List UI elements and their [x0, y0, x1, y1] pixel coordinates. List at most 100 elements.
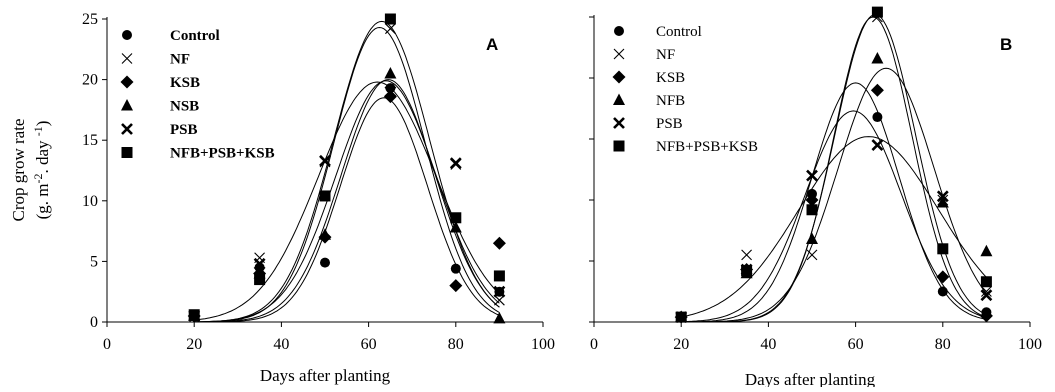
y-tick-label: 5	[90, 253, 98, 270]
x-tick-label: 20	[186, 336, 202, 353]
data-point	[980, 289, 993, 302]
legend-marker	[121, 99, 133, 111]
legend-marker	[122, 30, 132, 40]
legend-label: KSB	[170, 75, 200, 91]
fit-curve	[681, 82, 987, 323]
y-axis-label: Crop grow rate (g. m-2. day -1)	[9, 119, 52, 222]
data-point	[188, 309, 200, 321]
data-point	[450, 212, 462, 224]
legend-label: PSB	[656, 116, 683, 132]
data-point	[675, 311, 687, 323]
fit-curve	[194, 79, 500, 323]
data-point	[980, 244, 993, 257]
legend-label: NF	[170, 52, 190, 68]
data-point	[493, 311, 506, 324]
legend-label: Control	[170, 28, 220, 44]
data-point	[319, 190, 331, 202]
data-point	[449, 157, 462, 170]
data-point	[806, 204, 818, 216]
fit-curve	[681, 110, 987, 323]
legend-label: Control	[656, 24, 702, 40]
x-tick-label: 80	[935, 336, 951, 353]
data-point	[871, 6, 883, 18]
x-tick-label: 80	[448, 336, 464, 353]
legend-label: NF	[656, 47, 675, 63]
fit-curve	[194, 97, 500, 323]
x-tick-label: 0	[103, 336, 111, 353]
data-point	[805, 193, 819, 207]
data-point	[384, 85, 397, 98]
data-point	[741, 265, 753, 277]
data-point	[319, 154, 331, 167]
legend-marker	[613, 117, 625, 129]
panel-label: A	[486, 35, 498, 54]
legend-marker	[121, 147, 133, 158]
y-tick-label: 0	[90, 314, 98, 331]
data-point	[385, 23, 396, 35]
legend-label: NFB+PSB+KSB	[656, 139, 758, 155]
chart-panel-b: B Days after planting 0 20 40 60 80 100 Contro…	[589, 6, 1042, 389]
data-point	[806, 232, 818, 245]
data-point	[384, 67, 397, 79]
data-point	[872, 112, 883, 123]
x-tick-label: 40	[273, 336, 289, 353]
fit-curve	[194, 80, 500, 323]
data-point	[871, 139, 884, 152]
legend-marker	[613, 48, 625, 60]
data-point	[806, 169, 818, 182]
y-tick-label: 20	[82, 72, 98, 89]
data-point	[937, 286, 948, 297]
legend-label: NFB+PSB+KSB	[170, 146, 275, 162]
legend-label: NSB	[170, 99, 199, 115]
legend-marker	[614, 26, 624, 36]
fit-curve	[194, 20, 500, 323]
data-point	[492, 236, 506, 250]
data-point	[936, 270, 950, 284]
panel-label: B	[1000, 35, 1012, 54]
data-point	[449, 279, 463, 293]
x-tick-label: 0	[590, 336, 598, 353]
data-point	[806, 249, 818, 261]
data-point	[320, 257, 330, 268]
data-point	[741, 249, 752, 261]
data-point	[937, 243, 949, 255]
y-axis-label-line1: Crop grow rate	[9, 119, 28, 222]
data-point	[936, 190, 949, 203]
data-point	[384, 13, 396, 25]
fit-curve	[681, 14, 987, 323]
fit-curve	[681, 67, 987, 323]
legend-marker	[121, 53, 133, 64]
data-point	[979, 309, 993, 323]
legend-marker	[612, 70, 626, 84]
x-tick-label: 100	[531, 336, 555, 353]
fit-curve	[681, 136, 987, 318]
legend-marker	[120, 75, 134, 89]
legend-label: NFB	[656, 93, 685, 109]
chart-panel-a: A Days after planting Crop grow rate (g.…	[9, 11, 555, 385]
legend-marker	[121, 123, 133, 135]
legend-marker	[613, 140, 625, 152]
data-point	[449, 220, 462, 233]
data-point	[253, 257, 266, 270]
fit-curve	[194, 26, 500, 323]
data-point	[493, 285, 506, 298]
x-tick-label: 60	[848, 336, 864, 353]
x-tick-label: 40	[760, 336, 776, 353]
y-axis-label-line2: (g. m-2. day -1)	[31, 121, 52, 220]
x-tick-label: 20	[673, 336, 689, 353]
data-point	[871, 51, 884, 64]
data-point	[981, 286, 992, 297]
data-point	[450, 263, 461, 274]
x-tick-label: 60	[361, 336, 377, 353]
y-tick-label: 15	[82, 132, 98, 149]
data-point	[254, 274, 266, 286]
y-tick-label: 25	[82, 11, 98, 28]
legend-label: PSB	[170, 122, 198, 138]
y-tick-label: 10	[82, 193, 98, 210]
x-axis-label: Days after planting	[260, 366, 391, 385]
legend-label: KSB	[656, 70, 685, 86]
data-point	[319, 228, 331, 240]
data-point	[980, 276, 992, 288]
